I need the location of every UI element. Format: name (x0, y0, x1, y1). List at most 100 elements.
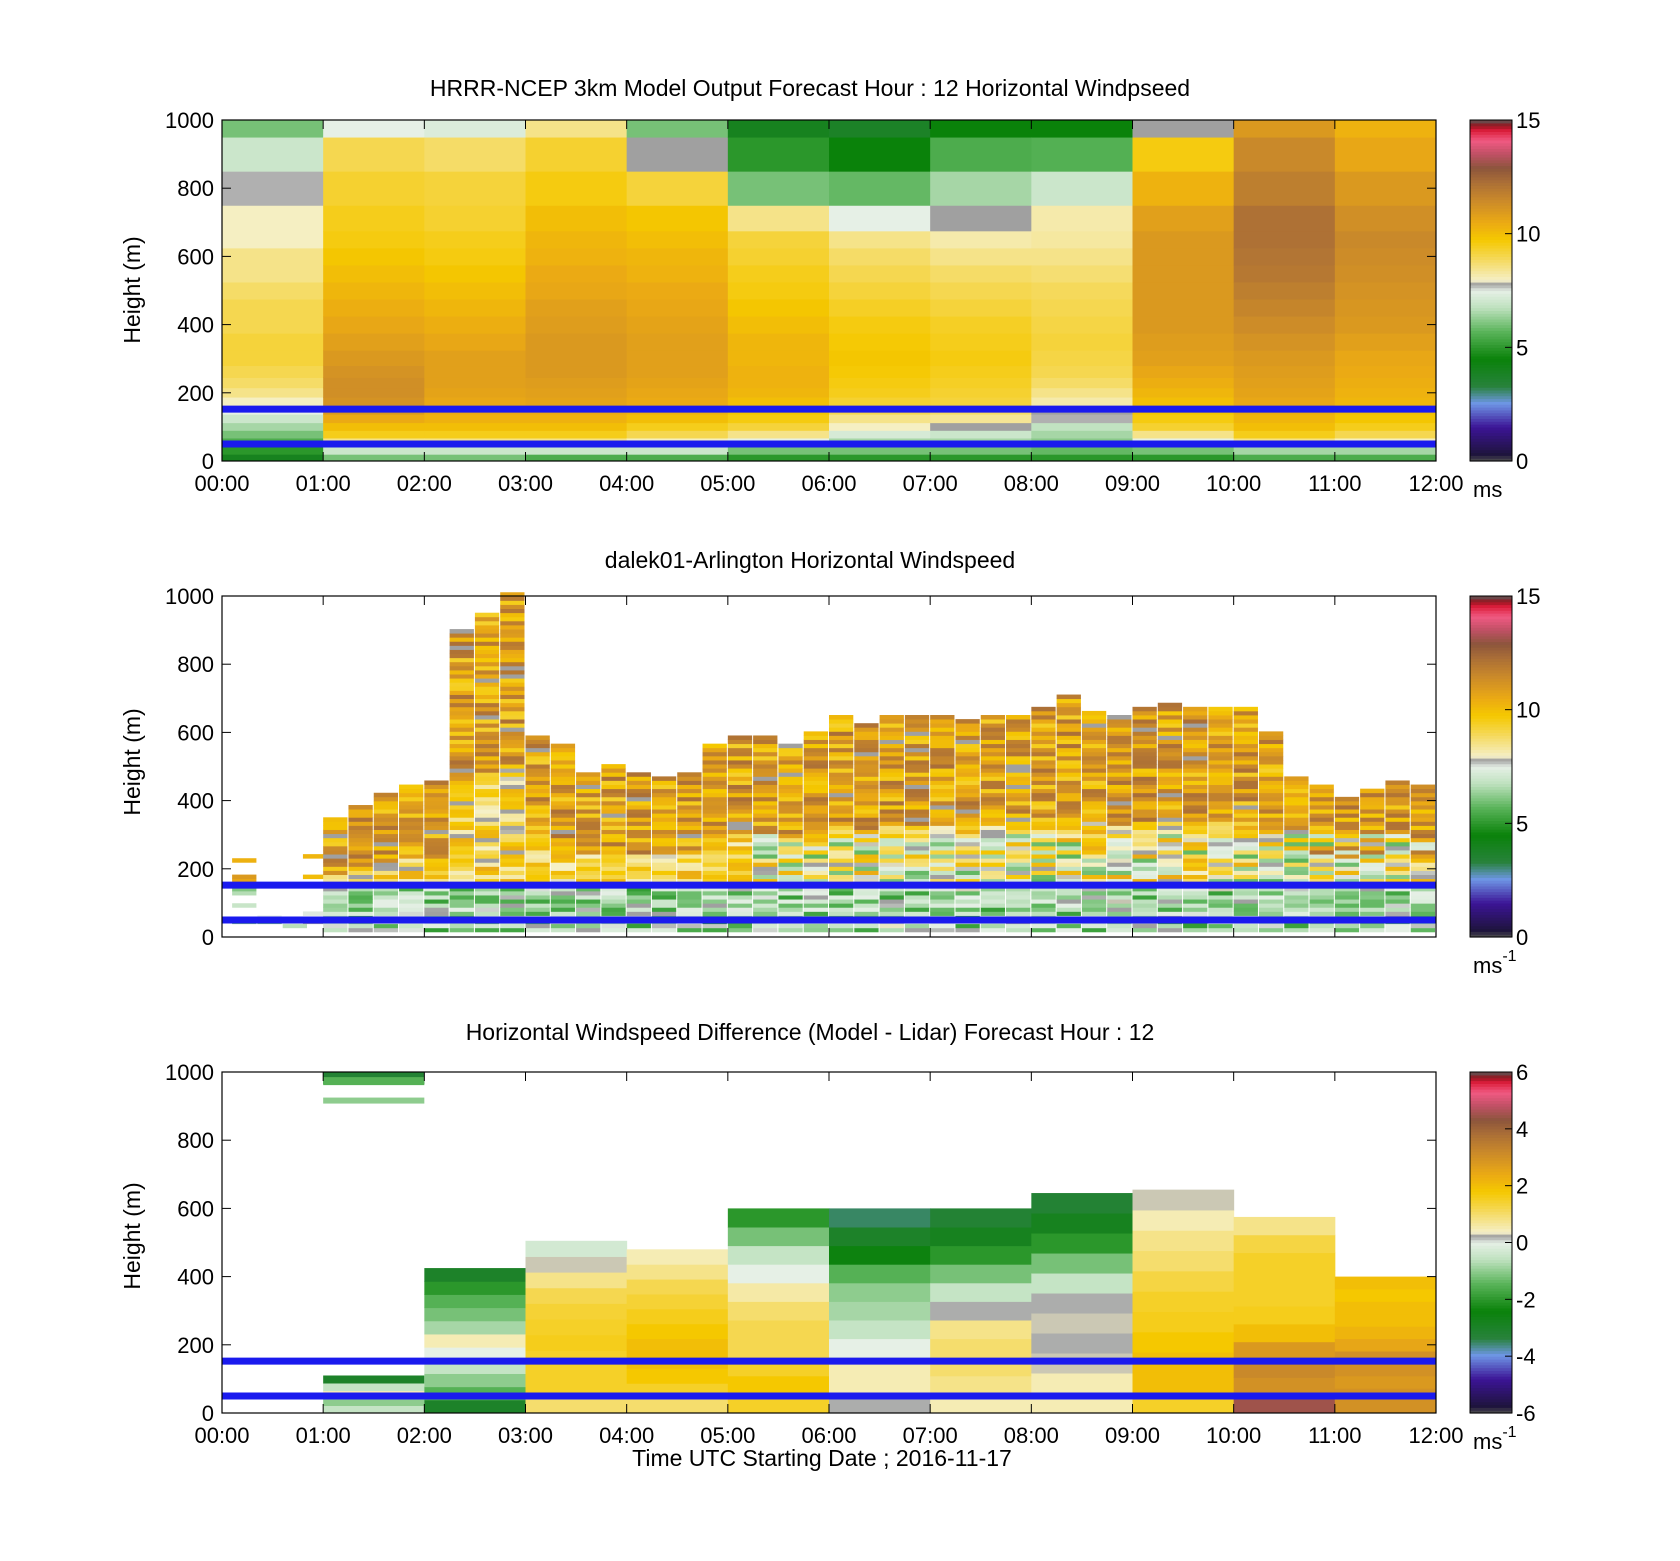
model-cell (1233, 264, 1336, 283)
lidar-cell (449, 719, 474, 724)
panel-lidar-ytick-label: 800 (177, 652, 214, 677)
lidar-cell (651, 858, 677, 863)
lidar-cell (323, 821, 348, 826)
lidar-cell (474, 796, 500, 802)
lidar-cell (1081, 911, 1107, 916)
panel-model-xtick-label: 05:00 (700, 471, 755, 496)
lidar-cell (626, 780, 651, 785)
lidar-cell (1208, 899, 1233, 904)
lidar-cell (1208, 747, 1233, 753)
panel-lidar-colorbar-segment (1470, 840, 1512, 844)
lidar-cell (1410, 809, 1435, 814)
panel-difference-xtick-label: 01:00 (296, 1423, 351, 1448)
lidar-cell (980, 837, 1006, 843)
lidar-cell (474, 845, 500, 851)
lidar-cell (1334, 899, 1360, 904)
lidar-cell (1334, 870, 1360, 875)
lidar-cell (829, 788, 854, 794)
lidar-cell (829, 735, 854, 740)
lidar-cell (727, 747, 753, 753)
lidar-cell (1360, 886, 1385, 892)
model-cell (930, 299, 1032, 317)
lidar-cell (930, 723, 955, 728)
lidar-cell (550, 813, 576, 818)
lidar-cell (601, 780, 626, 785)
lidar-cell (778, 796, 803, 802)
panel-lidar-colorbar-segment (1470, 877, 1512, 881)
lidar-cell (829, 792, 854, 798)
diff-cell (1233, 1270, 1336, 1289)
lidar-cell (474, 903, 500, 908)
panel-difference-colorbar-segment (1470, 1259, 1512, 1263)
lidar-cell (955, 899, 980, 904)
panel-model-title: HRRR-NCEP 3km Model Output Forecast Hour… (430, 75, 1190, 101)
lidar-cell (930, 780, 955, 785)
panel-model-ytick-label: 0 (202, 449, 214, 474)
model-cell (930, 230, 1032, 249)
model-cell (323, 397, 425, 407)
lidar-cell (651, 788, 677, 794)
lidar-cell (930, 845, 955, 851)
lidar-cell (778, 755, 803, 761)
lidar-cell (1107, 715, 1132, 720)
lidar-cell (449, 903, 474, 908)
lidar-cell (601, 796, 626, 802)
model-cell (930, 377, 1032, 389)
panel-lidar-colorbar-segment (1470, 703, 1512, 708)
lidar-cell (1284, 780, 1309, 785)
lidar-cell (1385, 850, 1410, 855)
lidar-cell (1258, 825, 1284, 830)
lidar-cell (803, 862, 828, 867)
lidar-cell (904, 772, 930, 777)
lidar-cell (1132, 731, 1157, 736)
diff-cell (1334, 1400, 1437, 1414)
panel-model-colorbar-segment (1470, 262, 1512, 266)
lidar-cell (778, 768, 803, 773)
panel-difference-colorbar-segment (1470, 1148, 1512, 1153)
lidar-cell (348, 927, 373, 933)
lidar-cell (500, 866, 525, 871)
panel-model-colorbar-segment (1470, 219, 1512, 223)
panel-model-colorbar-segment (1470, 310, 1512, 314)
lidar-cell (1410, 800, 1435, 806)
lidar-cell (1208, 719, 1233, 724)
panel-model-colorbar-segment (1470, 134, 1512, 138)
panel-lidar-colorbar-segment (1470, 627, 1512, 631)
lidar-cell (1183, 903, 1208, 908)
panel-lidar-colorbar-segment (1470, 829, 1512, 833)
lidar-cell (702, 796, 727, 802)
model-cell (222, 171, 324, 206)
lidar-cell (500, 829, 525, 835)
panel-model-colorbar-segment (1470, 213, 1512, 218)
panel-lidar-colorbar-segment (1470, 894, 1512, 898)
lidar-cell (449, 911, 474, 916)
lidar-cell (1258, 764, 1284, 769)
lidar-cell (424, 796, 449, 802)
diff-cell (1132, 1372, 1235, 1394)
model-cell (1132, 120, 1235, 138)
lidar-cell (854, 837, 879, 843)
lidar-cell (753, 907, 778, 912)
model-cell (930, 333, 1032, 351)
panel-lidar-colorbar-segment (1470, 837, 1512, 841)
lidar-cell (1056, 723, 1081, 728)
lidar-cell (1031, 825, 1056, 830)
lidar-cell (1284, 796, 1309, 802)
lidar-cell (1258, 878, 1284, 884)
lidar-cell (980, 805, 1006, 810)
lidar-cell (626, 927, 651, 933)
lidar-cell (1081, 768, 1107, 773)
lidar-cell (1056, 788, 1081, 794)
lidar-cell (677, 923, 702, 929)
model-cell (323, 205, 425, 232)
lidar-cell (930, 886, 955, 892)
lidar-cell (651, 870, 677, 875)
lidar-cell (1208, 866, 1233, 871)
lidar-cell (1334, 854, 1360, 859)
lidar-cell (829, 821, 854, 826)
panel-lidar-colorbar-unit: ms-1 (1473, 948, 1517, 978)
lidar-cell (930, 911, 955, 916)
lidar-cell (474, 837, 500, 843)
model-cell (222, 120, 324, 138)
panel-difference-colorbar-segment (1470, 1353, 1512, 1357)
